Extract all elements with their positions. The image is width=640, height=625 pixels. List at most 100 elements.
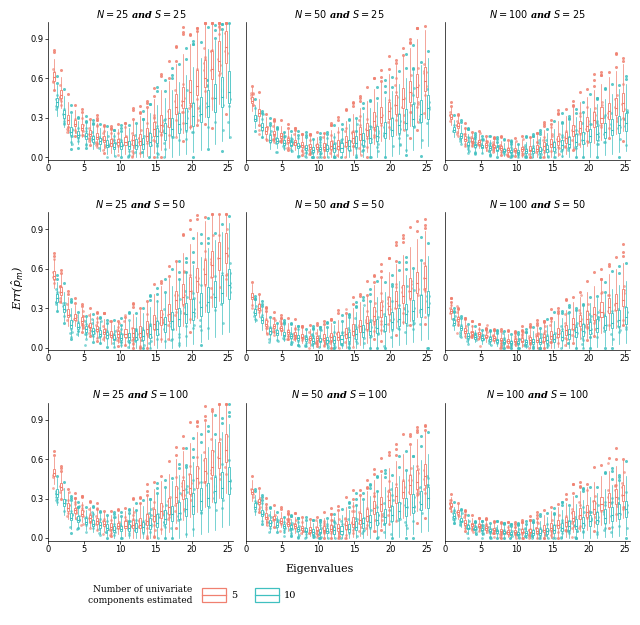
Bar bbox=[409, 81, 412, 102]
Title: $N = 50$ and $S = 100$: $N = 50$ and $S = 100$ bbox=[291, 389, 388, 401]
Bar bbox=[543, 526, 545, 532]
Bar bbox=[127, 332, 130, 340]
Bar bbox=[622, 289, 624, 306]
Bar bbox=[266, 321, 268, 326]
Bar bbox=[171, 118, 173, 136]
Bar bbox=[420, 296, 422, 317]
Bar bbox=[355, 329, 357, 339]
Bar bbox=[280, 518, 282, 522]
Bar bbox=[622, 485, 624, 501]
Bar bbox=[604, 509, 605, 522]
Bar bbox=[153, 316, 156, 329]
Bar bbox=[355, 136, 357, 148]
Bar bbox=[543, 334, 545, 341]
Bar bbox=[333, 144, 335, 152]
Bar bbox=[486, 335, 488, 338]
Bar bbox=[161, 116, 163, 132]
Bar bbox=[460, 518, 462, 522]
Bar bbox=[276, 138, 278, 143]
Bar bbox=[496, 530, 498, 533]
Bar bbox=[88, 129, 90, 136]
Bar bbox=[88, 516, 90, 521]
Bar bbox=[182, 480, 184, 499]
Bar bbox=[185, 498, 187, 516]
Bar bbox=[579, 508, 581, 519]
Bar bbox=[178, 502, 180, 519]
Bar bbox=[193, 299, 195, 320]
Bar bbox=[478, 140, 480, 144]
Bar bbox=[74, 314, 76, 320]
Bar bbox=[290, 525, 292, 529]
Bar bbox=[507, 339, 509, 342]
Bar bbox=[207, 482, 209, 506]
Bar bbox=[412, 299, 414, 319]
Bar bbox=[600, 107, 602, 122]
Bar bbox=[525, 340, 527, 344]
Bar bbox=[125, 137, 127, 145]
Bar bbox=[164, 510, 166, 524]
Bar bbox=[273, 516, 275, 521]
Bar bbox=[261, 123, 264, 129]
Bar bbox=[204, 259, 205, 284]
Bar bbox=[330, 141, 332, 149]
Bar bbox=[402, 481, 404, 498]
Bar bbox=[457, 510, 459, 514]
Bar bbox=[424, 67, 426, 91]
Bar bbox=[500, 146, 502, 150]
Bar bbox=[254, 503, 256, 509]
Bar bbox=[63, 499, 65, 506]
Bar bbox=[139, 326, 141, 337]
Bar bbox=[74, 508, 76, 513]
Bar bbox=[525, 531, 527, 535]
Bar bbox=[146, 514, 148, 525]
Bar bbox=[457, 123, 459, 128]
Bar bbox=[106, 332, 108, 338]
Bar bbox=[305, 337, 307, 341]
Bar bbox=[132, 520, 134, 528]
Bar bbox=[153, 122, 156, 136]
Bar bbox=[189, 474, 191, 494]
Bar bbox=[460, 133, 462, 138]
Bar bbox=[301, 142, 303, 147]
Bar bbox=[193, 103, 195, 126]
Bar bbox=[326, 528, 328, 534]
Bar bbox=[113, 143, 115, 149]
Bar bbox=[398, 502, 400, 518]
Bar bbox=[417, 272, 419, 293]
Bar bbox=[280, 133, 282, 138]
Bar bbox=[391, 506, 393, 521]
Bar bbox=[276, 331, 278, 335]
Bar bbox=[117, 523, 119, 528]
Bar bbox=[593, 501, 595, 514]
Bar bbox=[344, 329, 346, 338]
Bar bbox=[330, 333, 332, 340]
Bar bbox=[395, 95, 397, 114]
Bar bbox=[618, 504, 620, 519]
Bar bbox=[457, 317, 459, 321]
Bar bbox=[427, 291, 429, 314]
Bar bbox=[420, 100, 422, 122]
Bar bbox=[323, 526, 325, 531]
Bar bbox=[449, 503, 452, 508]
Title: $N = 25$ and $S = 50$: $N = 25$ and $S = 50$ bbox=[95, 198, 186, 210]
Bar bbox=[337, 140, 339, 149]
Bar bbox=[424, 266, 426, 288]
Bar bbox=[319, 146, 321, 151]
Bar bbox=[283, 524, 285, 528]
Bar bbox=[564, 518, 566, 526]
Bar bbox=[153, 509, 156, 521]
Bar bbox=[344, 136, 346, 146]
Bar bbox=[110, 139, 112, 146]
Bar bbox=[135, 139, 137, 149]
Bar bbox=[182, 284, 184, 304]
Bar bbox=[564, 132, 566, 142]
Bar bbox=[352, 132, 354, 143]
Bar bbox=[63, 304, 65, 312]
Bar bbox=[283, 140, 285, 145]
Bar bbox=[561, 523, 563, 531]
Bar bbox=[373, 307, 375, 321]
Bar bbox=[596, 512, 598, 524]
Bar bbox=[395, 291, 397, 309]
Bar bbox=[103, 136, 105, 142]
Bar bbox=[402, 88, 404, 108]
